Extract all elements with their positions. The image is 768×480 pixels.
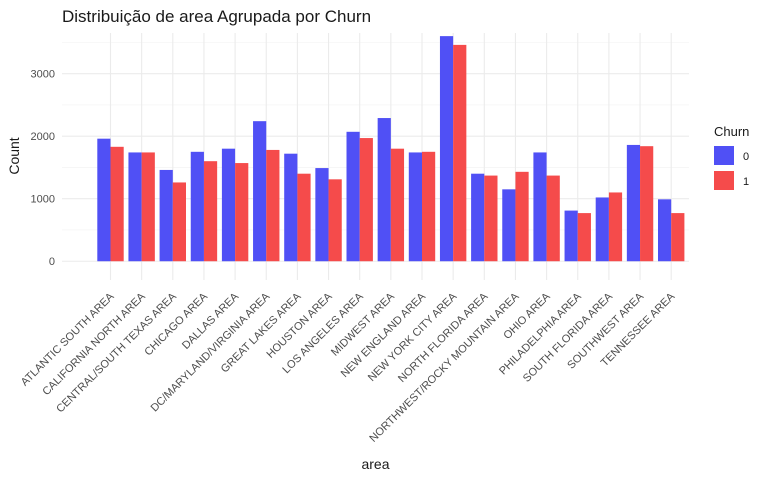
bar-churn-0 — [408, 152, 422, 262]
bar-churn-1 — [328, 179, 342, 262]
y-axis-ticks: 0 1000 2000 3000 — [31, 69, 55, 269]
legend-label-1: 1 — [743, 176, 749, 188]
bar-churn-1 — [235, 163, 249, 262]
bar-churn-1 — [577, 213, 591, 262]
bar-churn-0 — [533, 152, 547, 262]
chart-title: Distribuição de area Agrupada por Churn — [62, 7, 371, 26]
legend-key-1 — [714, 171, 734, 190]
bar-churn-0 — [439, 36, 454, 262]
bar-churn-1 — [266, 149, 280, 262]
bar-churn-0 — [253, 121, 267, 262]
bar-churn-0 — [315, 168, 329, 262]
y-tick-label: 0 — [49, 256, 55, 268]
bar-churn-1 — [359, 138, 373, 262]
bar-churn-0 — [595, 197, 609, 262]
bar-churn-1 — [141, 152, 155, 262]
bar-churn-0 — [128, 152, 142, 262]
bar-churn-0 — [221, 148, 236, 262]
bar-churn-1 — [203, 161, 218, 262]
bar-churn-0 — [346, 131, 360, 262]
bar-churn-0 — [471, 173, 485, 262]
bar-churn-0 — [658, 199, 672, 262]
bar-churn-1 — [110, 146, 124, 262]
bar-churn-1 — [297, 173, 311, 262]
bar-churn-1 — [172, 182, 186, 262]
bar-churn-1 — [608, 192, 623, 262]
bar-churn-0 — [284, 153, 298, 262]
bar-churn-0 — [190, 151, 204, 262]
bar-churn-1 — [671, 213, 685, 262]
bar-churn-1 — [390, 148, 405, 262]
bars — [97, 36, 685, 262]
bar-churn-1 — [422, 151, 436, 262]
legend-title: Churn — [714, 124, 749, 139]
legend-label-0: 0 — [743, 151, 749, 163]
bar-churn-1 — [484, 175, 498, 262]
bar-churn-0 — [97, 138, 111, 262]
bar-churn-0 — [377, 118, 391, 262]
bar-churn-0 — [626, 144, 641, 262]
x-axis-title: area — [361, 456, 389, 472]
bar-churn-0 — [502, 189, 516, 262]
y-tick-label: 1000 — [31, 194, 55, 206]
bar-churn-1 — [515, 171, 529, 262]
bar-churn-1 — [640, 146, 654, 262]
y-axis-title: Count — [6, 137, 22, 174]
grid — [62, 33, 689, 280]
bar-churn-0 — [159, 169, 173, 262]
bar-churn-1 — [546, 175, 560, 262]
bar-churn-0 — [564, 210, 578, 262]
legend: Churn 0 1 — [714, 124, 749, 190]
y-tick-label: 2000 — [31, 131, 55, 143]
bar-churn-1 — [453, 44, 467, 262]
y-tick-label: 3000 — [31, 69, 55, 81]
legend-key-0 — [714, 146, 734, 165]
